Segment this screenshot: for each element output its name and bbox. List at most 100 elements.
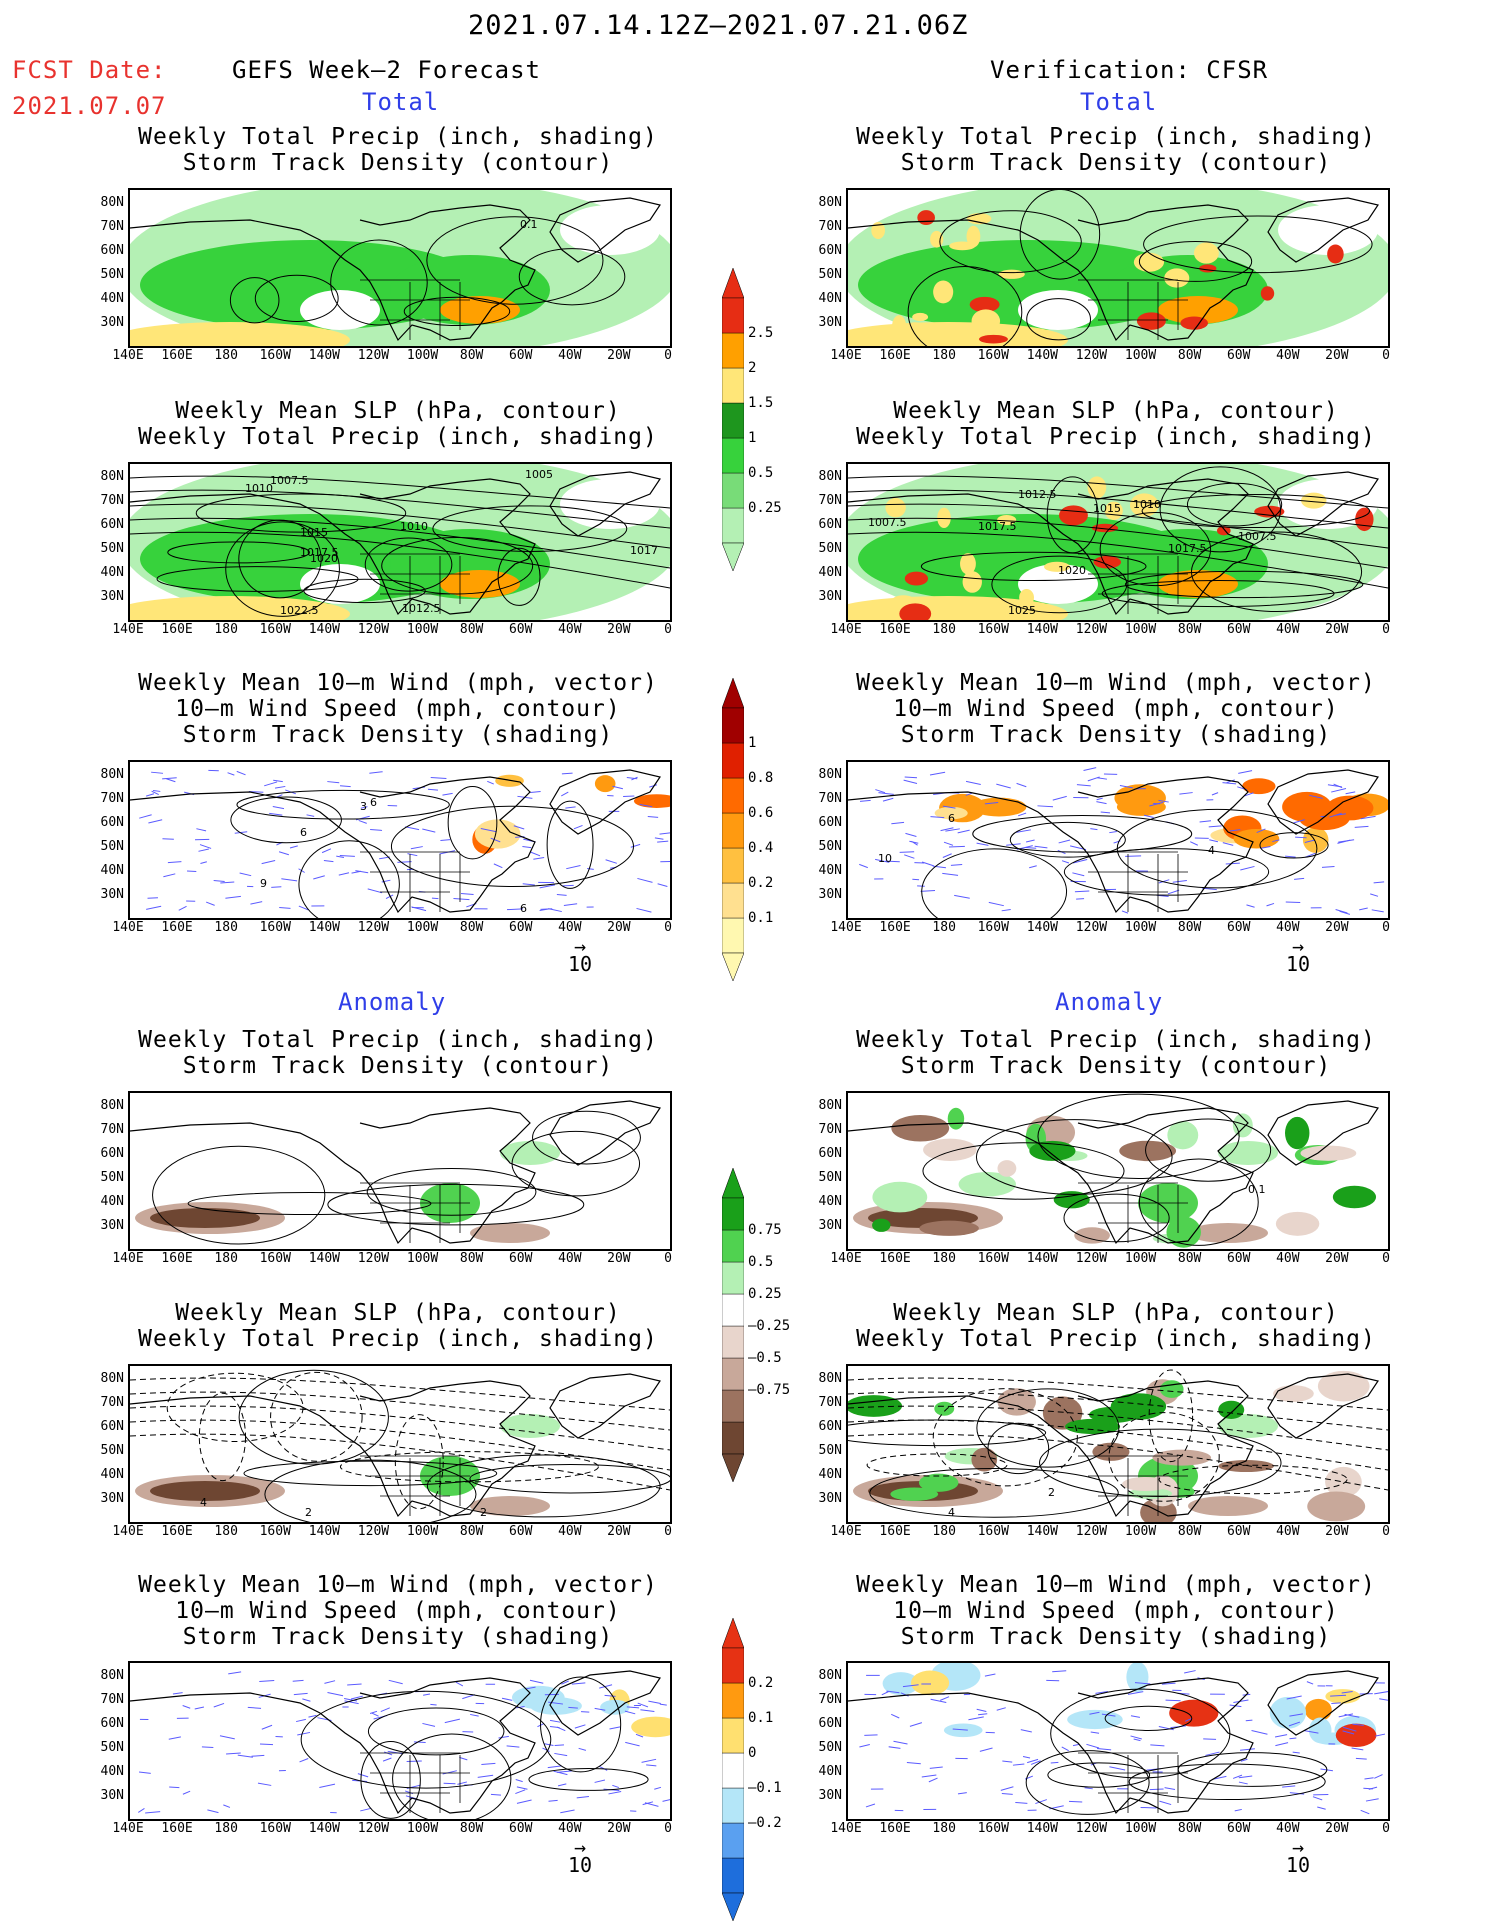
- wind-vector: [1294, 878, 1304, 879]
- wind-vector: [646, 1765, 656, 1766]
- latitude-label: 40N: [808, 1467, 842, 1482]
- wind-vector: [1336, 910, 1348, 913]
- longitude-label: 20W: [599, 1524, 639, 1539]
- longitude-label: 160E: [157, 348, 197, 363]
- wind-vector: [1073, 1744, 1079, 1745]
- wind-vector: [516, 1780, 523, 1782]
- anomaly-shading: [890, 1487, 938, 1500]
- contour-line: [1026, 1751, 1149, 1815]
- wind-vector: [273, 780, 283, 781]
- latitude-label: 70N: [90, 493, 124, 508]
- wind-vector: [623, 796, 634, 797]
- wind-vector: [530, 1680, 543, 1683]
- north-america-coastline: [848, 1678, 1253, 1813]
- colorbar-label: 0.75: [748, 1222, 782, 1238]
- wind-vector: [1018, 813, 1026, 816]
- colorbar-swatch: [722, 813, 744, 848]
- longitude-label: 140E: [108, 920, 148, 935]
- wind-vector: [560, 1810, 574, 1813]
- contour-label: 4: [1208, 844, 1215, 857]
- map-panel-verification-awind: [846, 1661, 1390, 1821]
- wind-vector: [414, 1742, 426, 1743]
- longitude-label: 140W: [1022, 1524, 1062, 1539]
- colorbar-swatch: [722, 883, 744, 918]
- contour-line: [391, 806, 633, 886]
- latitude-label: 50N: [808, 541, 842, 556]
- longitude-label: 100W: [403, 348, 443, 363]
- wind-vector: [1246, 905, 1254, 907]
- wind-vector: [169, 1737, 181, 1739]
- anomaly-shading: [1167, 1121, 1198, 1149]
- colorbar-swatch: [722, 848, 744, 883]
- date-range-title: 2021.07.14.12Z—2021.07.21.06Z: [468, 10, 968, 41]
- latitude-label: 80N: [808, 195, 842, 210]
- wind-vector: [383, 1758, 391, 1761]
- colorbar-swatch: [722, 438, 744, 473]
- wind-vector: [515, 1790, 525, 1794]
- contour-line: [1129, 1764, 1325, 1800]
- longitude-label: 140E: [826, 622, 866, 637]
- wind-vector: [1352, 1748, 1364, 1750]
- section-total-right: Total: [1080, 88, 1157, 116]
- longitude-label: 120W: [1071, 1821, 1111, 1836]
- wind-vector: [549, 1800, 558, 1801]
- wind-vector: [313, 876, 324, 879]
- isobar: [130, 1406, 670, 1450]
- wind-vector: [405, 827, 419, 830]
- wind-vector: [442, 793, 452, 795]
- longitude-label: 160W: [255, 920, 295, 935]
- wind-vector: [904, 855, 914, 858]
- wind-vector: [954, 895, 970, 898]
- wind-vector: [1026, 840, 1035, 842]
- wind-vector: [625, 1742, 639, 1745]
- latitude-label: 80N: [90, 469, 124, 484]
- longitude-label: 120W: [353, 622, 393, 637]
- precip-shading: [1194, 242, 1219, 263]
- contour-line: [239, 1370, 388, 1464]
- wind-vector: [502, 1698, 512, 1700]
- longitude-label: 40W: [1268, 1251, 1308, 1266]
- contour-label: 1022.5: [280, 604, 319, 617]
- longitude-label: 0: [648, 622, 688, 637]
- wind-vector: [300, 1758, 309, 1761]
- longitude-label: 120W: [353, 1524, 393, 1539]
- longitude-label: 0: [648, 920, 688, 935]
- contour-label: 1010: [400, 520, 428, 533]
- colorbar-swatch: [722, 333, 744, 368]
- contour-line: [922, 849, 1067, 918]
- panel-title-line: Weekly Mean 10—m Wind (mph, vector): [816, 1572, 1416, 1598]
- wind-vector: [262, 860, 275, 863]
- wind-vector: [166, 779, 175, 782]
- latitude-label: 40N: [90, 565, 124, 580]
- wind-vector: [179, 906, 187, 910]
- longitude-label: 160W: [973, 1524, 1013, 1539]
- wind-vector: [252, 1755, 265, 1756]
- contour-label: 6: [300, 826, 307, 839]
- longitude-label: 180: [206, 348, 246, 363]
- precip-shading: [972, 309, 1001, 333]
- wind-vector: [1238, 771, 1252, 774]
- longitude-label: 140W: [304, 1821, 344, 1836]
- panel-title-verification-4: Weekly Total Precip (inch, shading)Storm…: [816, 1027, 1416, 1079]
- latitude-label: 50N: [90, 267, 124, 282]
- wind-vector: [1086, 1744, 1099, 1748]
- latitude-label: 40N: [808, 291, 842, 306]
- wind-vector: [1037, 806, 1053, 807]
- longitude-label: 60W: [501, 1821, 541, 1836]
- contour-line: [167, 1373, 303, 1441]
- contour-line: [237, 790, 449, 819]
- wind-vector: [423, 1694, 430, 1695]
- map-panel-forecast-awind: [128, 1661, 672, 1821]
- longitude-label: 160W: [255, 622, 295, 637]
- wind-vector: [336, 856, 344, 857]
- wind-vector: [1285, 856, 1296, 857]
- wind-vector: [148, 898, 158, 899]
- wind-vector: [562, 773, 573, 774]
- wind-vector: [1097, 1748, 1111, 1749]
- longitude-label: 180: [924, 1251, 964, 1266]
- colorbar-swatch: [722, 298, 744, 333]
- longitude-label: 160E: [875, 1821, 915, 1836]
- longitude-label: 160W: [255, 1821, 295, 1836]
- colorbar-top-triangle: [722, 268, 744, 298]
